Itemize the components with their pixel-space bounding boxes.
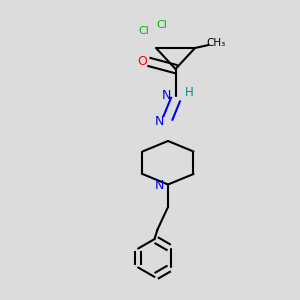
Text: Cl: Cl [157,20,167,31]
Text: N: N [154,115,164,128]
Text: N: N [162,89,171,103]
Text: O: O [137,55,147,68]
Text: CH₃: CH₃ [206,38,226,49]
Text: H: H [184,86,194,100]
Text: Cl: Cl [139,26,149,37]
Text: N: N [155,179,164,192]
